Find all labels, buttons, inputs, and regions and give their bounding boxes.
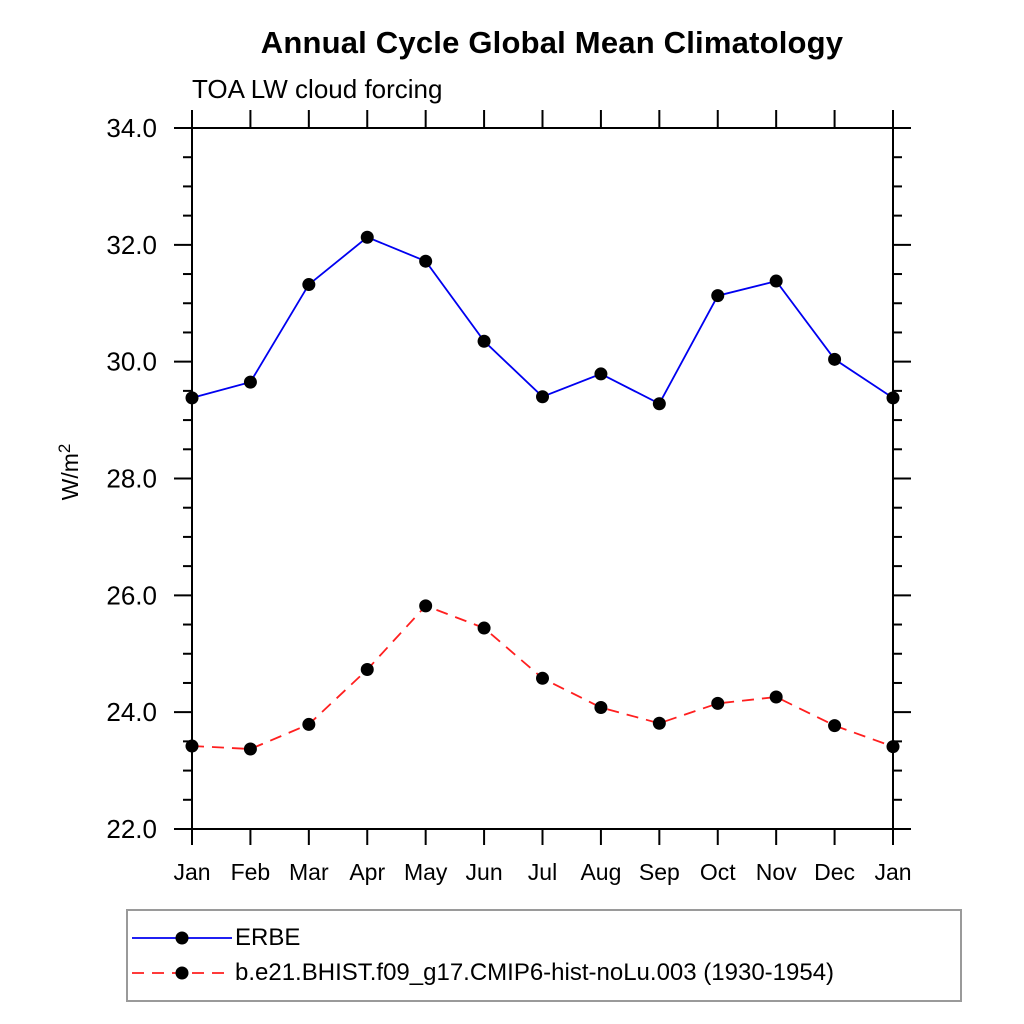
data-point-marker-1 [477,621,491,635]
y-tick-label: 28.0 [106,464,157,494]
legend-line-sample-dashed [132,966,232,980]
data-point-marker-0 [302,278,316,292]
x-tick-label: Jan [874,859,911,885]
x-tick-label: Nov [756,859,797,885]
y-axis-title: W/m2 [55,444,83,501]
data-point-marker-1 [886,740,900,754]
legend-marker-icon [175,966,189,980]
series-line-0 [191,236,894,405]
data-point-marker-0 [185,391,199,405]
legend-label: b.e21.BHIST.f09_g17.CMIP6-hist-noLu.003 … [235,959,835,986]
y-tick-label: 26.0 [106,580,157,610]
data-point-marker-1 [769,690,783,704]
plot-frame [191,127,894,830]
data-point-marker-0 [711,289,725,303]
legend-line-sample-solid [132,931,232,945]
x-tick-label: Jul [528,859,557,885]
data-point-marker-1 [652,716,666,730]
data-point-marker-1 [536,671,549,685]
data-point-marker-0 [536,390,549,404]
data-point-marker-0 [652,397,666,411]
x-tick-label: May [404,859,448,885]
x-tick-label: Feb [231,859,271,885]
x-tick-label: Aug [580,859,621,885]
x-tick-label: Oct [700,859,736,885]
legend-label: ERBE [235,924,301,951]
x-tick-label: Apr [349,859,385,885]
data-point-marker-1 [360,663,374,677]
y-tick-label: 24.0 [106,697,157,727]
data-point-marker-0 [477,334,491,348]
data-point-marker-0 [594,367,608,381]
y-tick-label: 32.0 [106,230,157,260]
x-tick-label: Dec [814,859,855,885]
y-tick-label: 30.0 [106,347,157,377]
data-point-marker-0 [828,352,842,366]
y-tick-label: 34.0 [106,113,157,143]
y-tick-label: 22.0 [106,814,157,844]
data-point-marker-0 [360,230,374,244]
data-point-marker-0 [886,391,900,405]
legend-item-model: b.e21.BHIST.f09_g17.CMIP6-hist-noLu.003 … [131,960,960,986]
data-point-marker-1 [594,700,608,714]
x-tick-label: Jun [466,859,503,885]
data-point-marker-0 [769,274,783,288]
data-point-marker-1 [711,696,725,710]
data-point-marker-1 [419,599,433,613]
data-point-marker-0 [419,254,433,268]
chart-title: Annual Cycle Global Mean Climatology [260,25,844,60]
x-tick-label: Sep [639,859,680,885]
chart-subtitle: TOA LW cloud forcing [192,74,443,104]
data-point-marker-1 [185,739,199,753]
legend-item-erbe: ERBE [131,925,960,951]
legend: ERBE b.e21.BHIST.f09_g17.CMIP6-hist-noLu… [126,909,962,1002]
data-point-marker-1 [243,742,257,756]
x-tick-label: Mar [289,859,329,885]
legend-marker-icon [175,931,189,945]
x-tick-label: Jan [173,859,210,885]
data-point-marker-1 [302,717,316,731]
data-point-marker-1 [828,719,842,733]
data-point-marker-0 [243,375,257,389]
